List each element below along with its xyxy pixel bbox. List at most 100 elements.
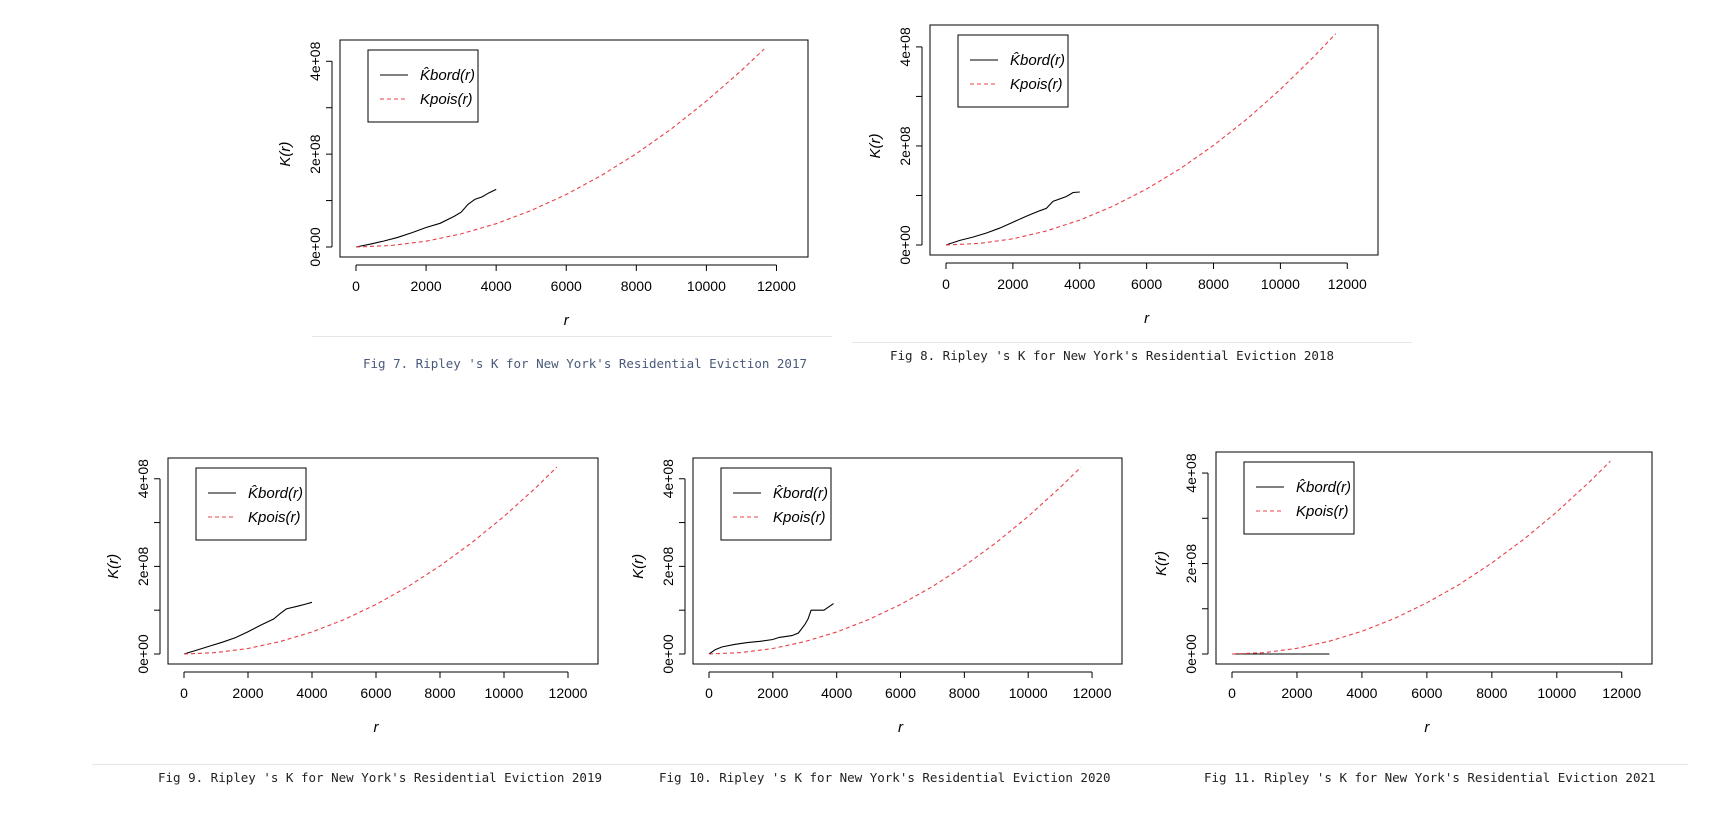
y-tick-label: 0e+00: [307, 227, 323, 267]
x-tick-label: 10000: [687, 278, 726, 294]
legend-label-kbord: K̂bord(r): [1296, 479, 1351, 496]
legend-label-kpois: Kpois(r): [773, 509, 826, 526]
y-tick-label: 2e+08: [307, 134, 323, 174]
x-tick-label: 10000: [1009, 685, 1048, 701]
y-axis-label: K(r): [1153, 551, 1170, 576]
x-axis-label: r: [898, 719, 904, 736]
series-line-kpois: [355, 48, 765, 248]
legend-label-kpois: Kpois(r): [1010, 76, 1063, 93]
legend-label-kpois: Kpois(r): [420, 91, 473, 108]
plot-frame: [167, 457, 599, 665]
plot-frame: [1215, 451, 1653, 665]
plot-frame: [929, 24, 1379, 256]
x-tick-label: 8000: [424, 685, 455, 701]
y-tick-label: 2e+08: [135, 547, 151, 587]
x-tick-label: 6000: [551, 278, 582, 294]
series-line-kbord: [708, 603, 834, 655]
y-axis-label: K(r): [867, 133, 884, 158]
legend-label-kpois: Kpois(r): [248, 509, 301, 526]
x-tick-label: 12000: [757, 278, 796, 294]
x-tick-label: 0: [1228, 685, 1236, 701]
x-tick-label: 10000: [1537, 685, 1576, 701]
series-line-kpois: [183, 466, 558, 655]
x-tick-label: 0: [942, 276, 950, 292]
figure-caption-2021: Fig 11. Ripley 's K for New York's Resid…: [1204, 770, 1656, 785]
x-tick-label: 2000: [411, 278, 442, 294]
plot-frame: [692, 457, 1123, 665]
x-tick-label: 6000: [1411, 685, 1442, 701]
series-line-kpois: [1231, 460, 1611, 655]
legend-box: [720, 467, 832, 541]
y-tick-label: 0e+00: [135, 634, 151, 674]
x-tick-label: 12000: [549, 685, 588, 701]
series-line-kpois: [708, 466, 1082, 655]
y-tick-label: 0e+00: [660, 634, 676, 674]
legend-label-kbord: K̂bord(r): [773, 485, 828, 502]
x-tick-label: 0: [352, 278, 360, 294]
x-tick-label: 10000: [1261, 276, 1300, 292]
x-tick-label: 6000: [1131, 276, 1162, 292]
y-tick-label: 2e+08: [660, 547, 676, 587]
x-axis-label: r: [1144, 310, 1150, 327]
legend-box: [367, 49, 479, 123]
x-axis-label: r: [374, 719, 380, 736]
x-tick-label: 2000: [1281, 685, 1312, 701]
y-tick-label: 4e+08: [660, 459, 676, 499]
x-tick-label: 0: [180, 685, 188, 701]
y-tick-label: 2e+08: [1183, 544, 1199, 584]
legend-box: [957, 34, 1069, 108]
series-line-kbord: [355, 188, 497, 248]
y-tick-label: 4e+08: [897, 27, 913, 67]
x-tick-label: 4000: [296, 685, 327, 701]
caption-rule-2017: [312, 336, 832, 337]
y-tick-label: 4e+08: [135, 459, 151, 499]
y-tick-label: 4e+08: [307, 41, 323, 81]
y-tick-label: 0e+00: [1183, 634, 1199, 674]
x-tick-label: 6000: [360, 685, 391, 701]
figure-caption-2018: Fig 8. Ripley 's K for New York's Reside…: [890, 348, 1335, 363]
series-line-kpois: [945, 33, 1336, 246]
x-tick-label: 6000: [885, 685, 916, 701]
x-tick-label: 4000: [1064, 276, 1095, 292]
x-tick-label: 2000: [997, 276, 1028, 292]
y-tick-label: 4e+08: [1183, 453, 1199, 493]
x-tick-label: 4000: [821, 685, 852, 701]
x-tick-label: 4000: [481, 278, 512, 294]
legend-label-kbord: K̂bord(r): [420, 67, 475, 84]
x-tick-label: 2000: [757, 685, 788, 701]
caption-rule-row2: [92, 764, 1688, 765]
x-tick-label: 8000: [1476, 685, 1507, 701]
legend-label-kbord: K̂bord(r): [1010, 52, 1065, 69]
legend-box: [195, 467, 307, 541]
x-tick-label: 4000: [1346, 685, 1377, 701]
x-axis-label: r: [1424, 719, 1430, 736]
x-tick-label: 2000: [232, 685, 263, 701]
x-tick-label: 8000: [949, 685, 980, 701]
x-tick-label: 8000: [621, 278, 652, 294]
series-line-kbord: [183, 601, 313, 655]
y-tick-label: 2e+08: [897, 126, 913, 166]
plot-frame: [339, 39, 809, 258]
caption-rule-2018: [852, 342, 1412, 343]
y-axis-label: K(r): [105, 554, 122, 579]
x-tick-label: 12000: [1328, 276, 1367, 292]
x-tick-label: 12000: [1073, 685, 1112, 701]
series-line-kbord: [945, 191, 1080, 246]
legend-label-kbord: K̂bord(r): [248, 485, 303, 502]
legend-box: [1243, 461, 1355, 535]
x-tick-label: 0: [705, 685, 713, 701]
x-tick-label: 12000: [1602, 685, 1641, 701]
x-axis-label: r: [564, 312, 570, 329]
figure-caption-2017: Fig 7. Ripley 's K for New York's Reside…: [363, 356, 808, 371]
figure-caption-2020: Fig 10. Ripley 's K for New York's Resid…: [659, 770, 1111, 785]
y-axis-label: K(r): [277, 142, 294, 167]
figure-caption-2019: Fig 9. Ripley 's K for New York's Reside…: [158, 770, 603, 785]
legend-label-kpois: Kpois(r): [1296, 503, 1349, 520]
x-tick-label: 10000: [485, 685, 524, 701]
y-tick-label: 0e+00: [897, 225, 913, 265]
